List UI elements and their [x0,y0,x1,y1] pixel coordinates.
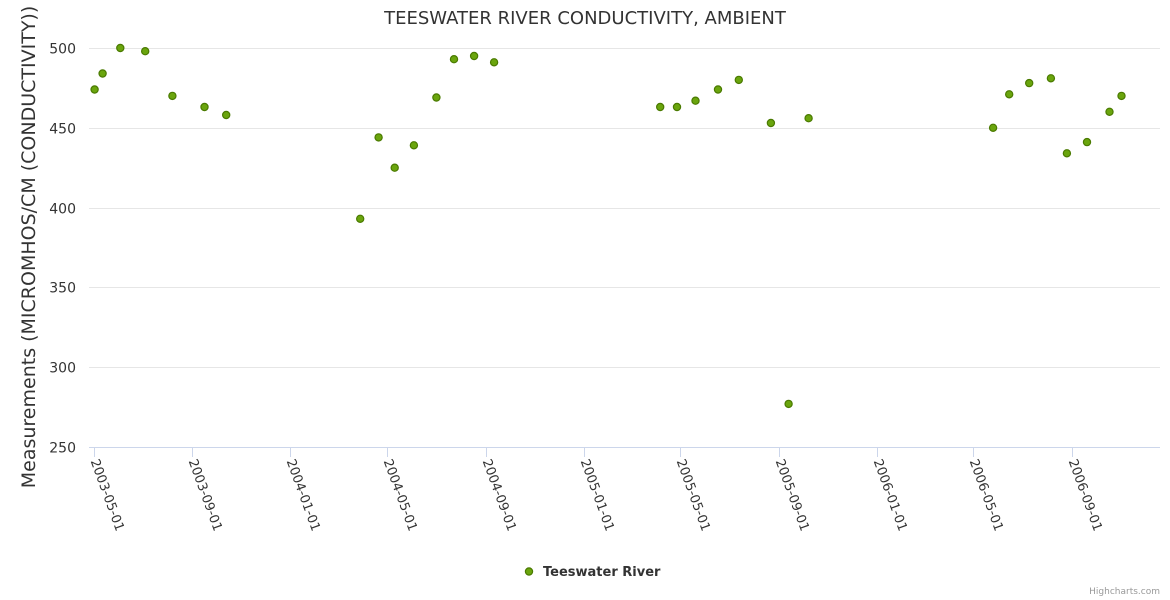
y-tick-label: 300 [49,361,76,377]
data-point[interactable] [784,399,793,409]
data-point[interactable] [356,214,365,223]
chart-title: TEESWATER RIVER CONDUCTIVITY, AMBIENT [383,8,787,29]
y-tick-label: 450 [49,122,76,138]
y-axis-title: Measurements (MICROMHOS/CM (CONDUCTIVITY… [18,6,40,489]
data-point[interactable] [1105,107,1114,117]
legend-marker [524,567,534,576]
data-point[interactable] [432,93,441,102]
data-point[interactable] [390,163,399,172]
data-point[interactable] [469,51,479,61]
data-point[interactable] [221,110,231,120]
data-point[interactable] [734,75,744,85]
data-point[interactable] [804,113,813,123]
legend-item-label[interactable]: Teeswater River [543,565,661,580]
grid-lines [89,48,1160,368]
highcharts-credit[interactable]: Highcharts.com [1089,587,1160,597]
data-point[interactable] [672,102,682,112]
data-point[interactable] [1062,149,1072,158]
data-point[interactable] [713,85,723,94]
data-point[interactable] [168,91,177,101]
data-point[interactable] [489,58,499,67]
data-point[interactable] [1082,137,1092,147]
y-tick-label: 500 [49,42,76,58]
data-point[interactable] [1117,91,1126,101]
data-point[interactable] [200,102,209,112]
y-tick-label: 350 [49,281,76,297]
data-point[interactable] [988,123,998,133]
data-point[interactable] [1005,90,1014,99]
data-point[interactable] [98,69,107,78]
data-point[interactable] [449,55,459,64]
data-point[interactable] [766,118,776,128]
data-point[interactable] [116,43,125,53]
data-points [90,43,1126,409]
data-point[interactable] [374,133,383,142]
data-point[interactable] [140,47,150,56]
data-point[interactable] [691,96,700,105]
y-tick-label: 400 [49,202,76,218]
data-point[interactable] [90,85,99,94]
y-tick-label: 250 [49,441,76,457]
data-point[interactable] [409,141,419,150]
data-point[interactable] [1046,74,1056,83]
data-point[interactable] [1024,78,1034,88]
legend[interactable]: Teeswater River [524,565,661,580]
data-point[interactable] [656,102,665,112]
